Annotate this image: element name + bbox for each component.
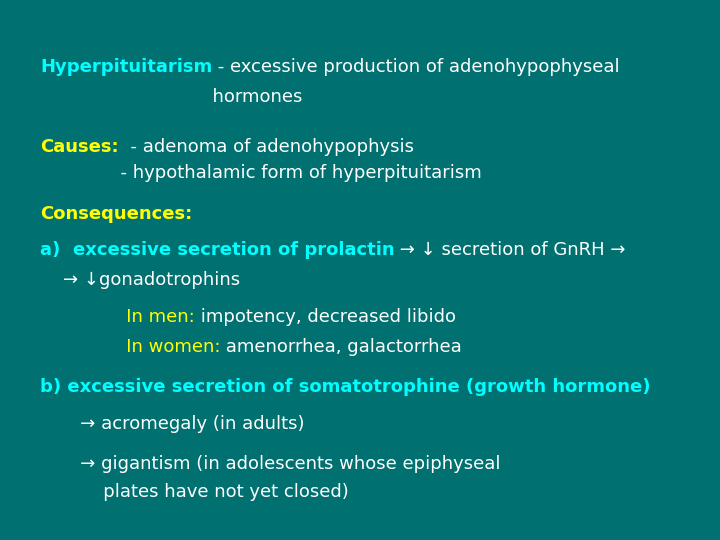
Text: -: - <box>212 58 230 76</box>
Text: a): a) <box>40 241 73 259</box>
Text: excessive production of adenohypophyseal: excessive production of adenohypophyseal <box>230 58 620 76</box>
Text: amenorrhea, galactorrhea: amenorrhea, galactorrhea <box>220 338 462 356</box>
Text: Causes:: Causes: <box>40 138 119 156</box>
Text: → acromegaly (in adults): → acromegaly (in adults) <box>40 415 305 433</box>
Text: → gigantism (in adolescents whose epiphyseal: → gigantism (in adolescents whose epiphy… <box>40 455 500 473</box>
Text: impotency, decreased libido: impotency, decreased libido <box>194 308 456 326</box>
Text: → ↓ secretion of GnRH →: → ↓ secretion of GnRH → <box>395 241 626 259</box>
Text: hormones: hormones <box>40 88 302 106</box>
Text: In men:: In men: <box>40 308 194 326</box>
Text: In women:: In women: <box>40 338 220 356</box>
Text: - adenoma of adenohypophysis: - adenoma of adenohypophysis <box>119 138 413 156</box>
Text: excessive secretion of prolactin: excessive secretion of prolactin <box>73 241 395 259</box>
Text: b) excessive secretion of somatotrophine (growth hormone): b) excessive secretion of somatotrophine… <box>40 378 650 396</box>
Text: Hyperpituitarism: Hyperpituitarism <box>40 58 212 76</box>
Text: → ↓gonadotrophins: → ↓gonadotrophins <box>40 271 240 289</box>
Text: Consequences:: Consequences: <box>40 205 192 223</box>
Text: plates have not yet closed): plates have not yet closed) <box>40 483 348 501</box>
Text: - hypothalamic form of hyperpituitarism: - hypothalamic form of hyperpituitarism <box>40 164 482 182</box>
